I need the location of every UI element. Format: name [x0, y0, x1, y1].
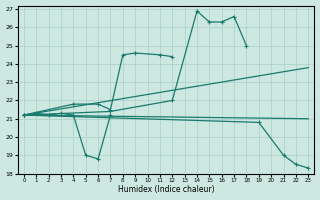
X-axis label: Humidex (Indice chaleur): Humidex (Indice chaleur)	[118, 185, 214, 194]
